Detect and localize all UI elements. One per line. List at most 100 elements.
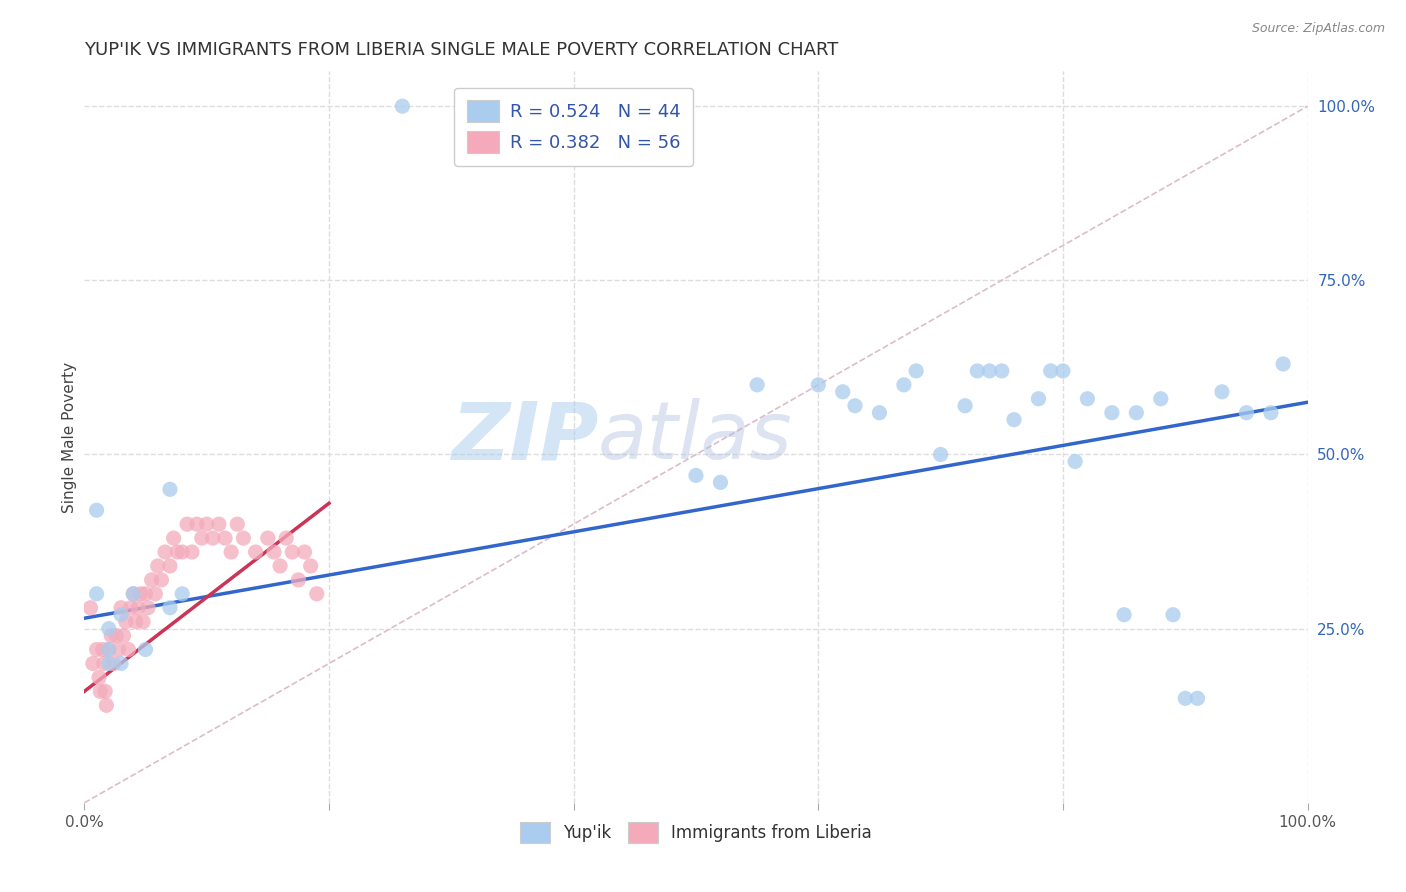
Point <box>172 545 194 559</box>
Point <box>146 558 169 573</box>
Point <box>120 600 142 615</box>
Point <box>979 364 1001 378</box>
Point <box>159 558 181 573</box>
Point <box>1272 357 1295 371</box>
Point <box>94 684 117 698</box>
Point <box>807 377 830 392</box>
Point <box>122 587 145 601</box>
Point <box>97 622 120 636</box>
Point <box>136 600 159 615</box>
Point <box>89 684 111 698</box>
Point <box>1039 364 1062 378</box>
Point <box>831 384 853 399</box>
Point <box>96 698 118 713</box>
Point <box>1260 406 1282 420</box>
Point <box>159 483 181 497</box>
Point <box>1211 384 1233 399</box>
Point <box>263 545 285 559</box>
Point <box>991 364 1014 378</box>
Point <box>966 364 988 378</box>
Point <box>112 629 135 643</box>
Point <box>1150 392 1173 406</box>
Point <box>1002 412 1025 426</box>
Point <box>1064 454 1087 468</box>
Point <box>110 607 132 622</box>
Point <box>214 531 236 545</box>
Point <box>195 517 218 532</box>
Point <box>1187 691 1209 706</box>
Text: atlas: atlas <box>598 398 793 476</box>
Point <box>1174 691 1197 706</box>
Point <box>294 545 316 559</box>
Text: YUP'IK VS IMMIGRANTS FROM LIBERIA SINGLE MALE POVERTY CORRELATION CHART: YUP'IK VS IMMIGRANTS FROM LIBERIA SINGLE… <box>84 41 839 59</box>
Point <box>201 531 224 545</box>
Point <box>747 377 769 392</box>
Point <box>153 545 176 559</box>
Point <box>181 545 204 559</box>
Point <box>844 399 866 413</box>
Point <box>226 517 249 532</box>
Point <box>1076 392 1098 406</box>
Legend: Yup'ik, Immigrants from Liberia: Yup'ik, Immigrants from Liberia <box>513 815 879 849</box>
Point <box>86 587 108 601</box>
Point <box>1236 406 1258 420</box>
Point <box>257 531 280 545</box>
Point <box>1028 392 1050 406</box>
Point <box>245 545 267 559</box>
Point <box>166 545 188 559</box>
Point <box>91 642 114 657</box>
Text: Source: ZipAtlas.com: Source: ZipAtlas.com <box>1251 22 1385 36</box>
Point <box>869 406 891 420</box>
Point <box>79 600 101 615</box>
Point <box>97 642 120 657</box>
Point <box>1125 406 1147 420</box>
Point <box>232 531 254 545</box>
Point <box>86 642 108 657</box>
Point <box>135 642 157 657</box>
Point <box>391 99 413 113</box>
Point <box>117 642 139 657</box>
Point <box>709 475 731 490</box>
Point <box>143 587 166 601</box>
Point <box>163 531 186 545</box>
Point <box>287 573 309 587</box>
Text: ZIP: ZIP <box>451 398 598 476</box>
Point <box>97 642 120 657</box>
Point <box>219 545 242 559</box>
Point <box>97 657 120 671</box>
Point <box>100 629 122 643</box>
Point <box>103 657 125 671</box>
Point <box>115 615 138 629</box>
Point <box>191 531 214 545</box>
Point <box>105 629 128 643</box>
Point <box>299 558 322 573</box>
Point <box>269 558 291 573</box>
Point <box>1114 607 1136 622</box>
Point <box>125 615 148 629</box>
Point <box>159 600 181 615</box>
Y-axis label: Single Male Poverty: Single Male Poverty <box>62 361 77 513</box>
Point <box>208 517 231 532</box>
Point <box>129 587 152 601</box>
Point <box>127 600 149 615</box>
Point <box>276 531 298 545</box>
Point <box>93 657 115 671</box>
Point <box>132 615 155 629</box>
Point <box>107 642 129 657</box>
Point <box>1052 364 1074 378</box>
Point <box>281 545 304 559</box>
Point <box>122 587 145 601</box>
Point <box>905 364 928 378</box>
Point <box>110 657 132 671</box>
Point <box>685 468 707 483</box>
Point <box>110 600 132 615</box>
Point <box>87 670 110 684</box>
Point <box>172 587 194 601</box>
Point <box>1101 406 1123 420</box>
Point <box>176 517 198 532</box>
Point <box>86 503 108 517</box>
Point <box>929 448 952 462</box>
Point <box>893 377 915 392</box>
Point <box>953 399 976 413</box>
Point <box>135 587 157 601</box>
